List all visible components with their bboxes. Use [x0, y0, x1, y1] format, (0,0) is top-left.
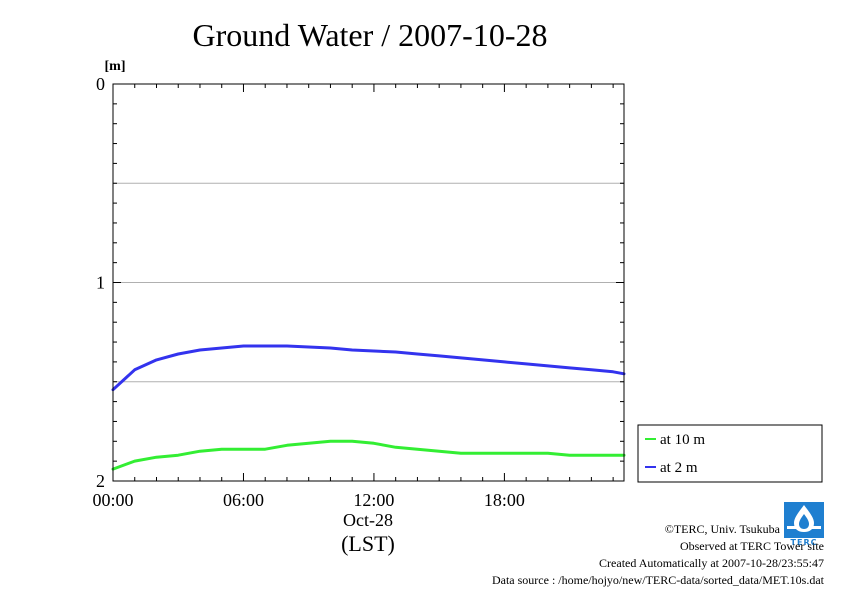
x-tick-label: 00:00	[92, 490, 133, 510]
axis-ticks: 0 1 200:00 06:00 12:00 18:00	[92, 74, 624, 510]
y-tick-label: 0	[96, 74, 105, 94]
x-tick-label: 12:00	[353, 490, 394, 510]
x-axis-label: (LST)	[341, 531, 395, 556]
data-source-text: Data source : /home/hojyo/new/TERC-data/…	[491, 573, 824, 587]
y-tick-label: 2	[96, 471, 105, 491]
created-text: Created Automatically at 2007-10-28/23:5…	[599, 556, 824, 570]
x-tick-label: 06:00	[223, 490, 264, 510]
copyright-text: ©TERC, Univ. Tsukuba	[664, 522, 780, 536]
legend-label-10m: at 10 m	[660, 432, 705, 448]
series-layer	[111, 344, 626, 471]
series-line-10m	[111, 439, 626, 471]
y-unit-label: [m]	[105, 59, 126, 74]
observed-text: Observed at TERC Tower site	[679, 539, 824, 553]
legend: at 10 m at 2 m	[637, 424, 823, 483]
legend-label-2m: at 2 m	[660, 460, 698, 476]
chart-title: Ground Water / 2007-10-28	[193, 17, 548, 53]
y-tick-label: 1	[96, 273, 105, 293]
x-date-label: Oct-28	[343, 510, 393, 530]
terc-logo-icon	[784, 502, 824, 538]
series-line-2m	[111, 344, 626, 392]
x-tick-label: 18:00	[484, 490, 525, 510]
legend-box	[637, 424, 823, 483]
terc-logo-text: TERC	[790, 538, 818, 547]
gridlines	[113, 182, 624, 383]
